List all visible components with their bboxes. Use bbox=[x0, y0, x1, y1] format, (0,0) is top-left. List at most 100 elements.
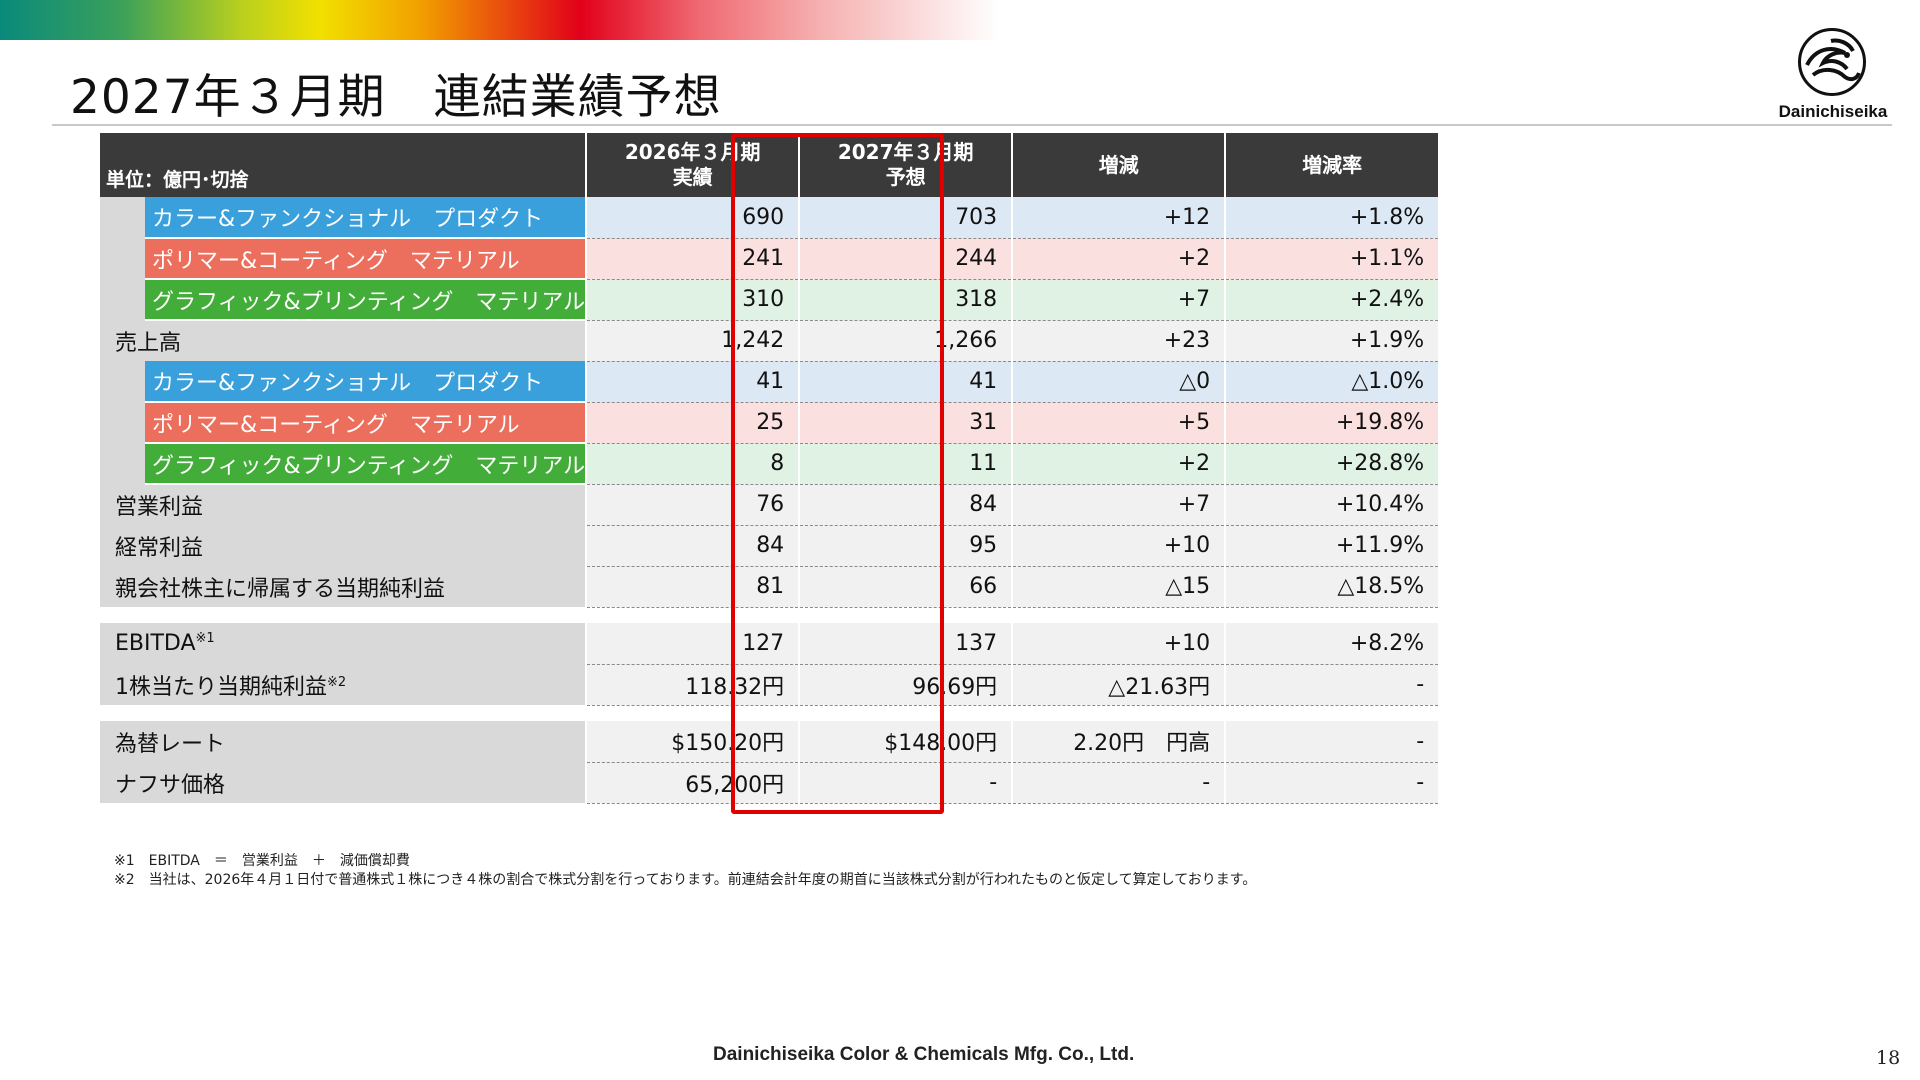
table-cell: 76 bbox=[585, 484, 800, 526]
table-cell: +23 bbox=[1011, 320, 1226, 362]
table-cell: 41 bbox=[585, 361, 800, 403]
table-cell: △0 bbox=[1011, 361, 1226, 403]
row-label-ordinary-profit: 経常利益 bbox=[100, 525, 587, 566]
table-cell: 8 bbox=[585, 443, 800, 485]
table-cell: +28.8% bbox=[1224, 443, 1439, 485]
footer-company-name: Dainichiseika Color & Chemicals Mfg. Co.… bbox=[713, 1044, 1135, 1065]
page-number: 18 bbox=[1876, 1047, 1901, 1069]
table-cell: 84 bbox=[798, 484, 1013, 526]
table-cell: 96.69円 bbox=[798, 664, 1013, 706]
table-row: 1株当たり当期純利益※2 118.32円 96.69円 △21.63円 - bbox=[100, 664, 1439, 706]
table-cell: +7 bbox=[1011, 279, 1226, 321]
table-row: グラフィック&プリンティング マテリアル 310 318 +7 +2.4% bbox=[100, 279, 1439, 321]
table-cell: +2.4% bbox=[1224, 279, 1439, 321]
table-spacer bbox=[100, 607, 1439, 623]
logo-mark-icon bbox=[1798, 28, 1866, 96]
row-label-ebitda: EBITDA※1 bbox=[100, 623, 587, 664]
table-cell: 318 bbox=[798, 279, 1013, 321]
table-row: 売上高 1,242 1,266 +23 +1.9% bbox=[100, 320, 1439, 362]
row-label-net-income: 親会社株主に帰属する当期純利益 bbox=[100, 566, 587, 607]
table-cell: - bbox=[1224, 664, 1439, 706]
table-cell: 241 bbox=[585, 238, 800, 280]
segment-label-graphic-printing: グラフィック&プリンティング マテリアル bbox=[145, 443, 587, 485]
table-cell: +2 bbox=[1011, 238, 1226, 280]
table-cell: △18.5% bbox=[1224, 566, 1439, 608]
row-label-operating-profit: 営業利益 bbox=[100, 484, 587, 525]
table-cell: 137 bbox=[798, 623, 1013, 665]
segment-label-color-functional: カラー&ファンクショナル プロダクト bbox=[145, 361, 587, 403]
table-cell: - bbox=[1011, 762, 1226, 804]
table-cell: +5 bbox=[1011, 402, 1226, 444]
table-cell: 95 bbox=[798, 525, 1013, 567]
segment-label-polymer-coating: ポリマー&コーティング マテリアル bbox=[145, 402, 587, 444]
col-header-2027: 2027年３月期 予想 bbox=[799, 133, 1014, 197]
col-header-change: 増減 bbox=[1012, 133, 1227, 197]
table-row: ポリマー&コーティング マテリアル 241 244 +2 +1.1% bbox=[100, 238, 1439, 280]
footnotes: ※1 EBITDA ＝ 営業利益 ＋ 減価償却費 ※2 当社は、2026年４月１… bbox=[114, 852, 1256, 890]
table-row: 為替レート $150.20円 $148.00円 2.20円 円高 - bbox=[100, 721, 1439, 763]
table-cell: +10.4% bbox=[1224, 484, 1439, 526]
page-title: 2027年３月期 連結業績予想 bbox=[70, 70, 722, 125]
table-cell: △21.63円 bbox=[1011, 664, 1226, 706]
table-cell: $148.00円 bbox=[798, 721, 1013, 763]
table-cell: 2.20円 円高 bbox=[1011, 721, 1226, 763]
company-logo: Dainichiseika bbox=[1768, 28, 1898, 128]
table-cell: 25 bbox=[585, 402, 800, 444]
top-gradient-bar bbox=[0, 0, 1000, 40]
footnote-2: ※2 当社は、2026年４月１日付で普通株式１株につき４株の割合で株式分割を行っ… bbox=[114, 872, 1257, 888]
table-cell: $150.20円 bbox=[585, 721, 800, 763]
table-cell: - bbox=[1224, 762, 1439, 804]
segment-label-color-functional: カラー&ファンクショナル プロダクト bbox=[145, 197, 587, 239]
table-row: ナフサ価格 65,200円 - - - bbox=[100, 762, 1439, 804]
table-cell: 690 bbox=[585, 197, 800, 239]
table-cell: 65,200円 bbox=[585, 762, 800, 804]
table-row: 親会社株主に帰属する当期純利益 81 66 △15 △18.5% bbox=[100, 566, 1439, 608]
table-row: カラー&ファンクショナル プロダクト 690 703 +12 +1.8% bbox=[100, 197, 1439, 320]
table-cell: +8.2% bbox=[1224, 623, 1439, 665]
table-spacer bbox=[100, 705, 1439, 721]
table-cell: +19.8% bbox=[1224, 402, 1439, 444]
table-cell: +12 bbox=[1011, 197, 1226, 239]
table-row: ポリマー&コーティング マテリアル 25 31 +5 +19.8% bbox=[100, 402, 1439, 444]
table-cell: - bbox=[1224, 721, 1439, 763]
segment-label-polymer-coating: ポリマー&コーティング マテリアル bbox=[145, 238, 587, 280]
table-cell: +1.8% bbox=[1224, 197, 1439, 239]
table-row: 経常利益 84 95 +10 +11.9% bbox=[100, 525, 1439, 567]
table-row: カラー&ファンクショナル プロダクト 41 41 △0 △1.0% bbox=[100, 361, 1439, 484]
table-cell: △15 bbox=[1011, 566, 1226, 608]
row-label-naphtha: ナフサ価格 bbox=[100, 762, 587, 803]
footnote-1: ※1 EBITDA ＝ 営業利益 ＋ 減価償却費 bbox=[114, 853, 410, 869]
table-row: 営業利益 76 84 +7 +10.4% bbox=[100, 484, 1439, 526]
table-cell: +1.1% bbox=[1224, 238, 1439, 280]
table-cell: 244 bbox=[798, 238, 1013, 280]
unit-label: 単位：億円･切捨 bbox=[100, 133, 588, 197]
table-cell: +10 bbox=[1011, 525, 1226, 567]
table-cell: 310 bbox=[585, 279, 800, 321]
table-cell: +1.9% bbox=[1224, 320, 1439, 362]
col-header-2026: 2026年３月期 実績 bbox=[586, 133, 801, 197]
table-header-row: 単位：億円･切捨 2026年３月期 実績 2027年３月期 予想 増減 増減率 bbox=[100, 133, 1439, 197]
table-row: グラフィック&プリンティング マテリアル 8 11 +2 +28.8% bbox=[100, 443, 1439, 485]
table-cell: 703 bbox=[798, 197, 1013, 239]
row-label-sales: 売上高 bbox=[100, 320, 587, 361]
table-cell: 81 bbox=[585, 566, 800, 608]
col-header-rate: 増減率 bbox=[1225, 133, 1439, 197]
title-underline bbox=[52, 124, 1892, 126]
logo-text: Dainichiseika bbox=[1778, 102, 1888, 121]
table-cell: +7 bbox=[1011, 484, 1226, 526]
table-cell: 84 bbox=[585, 525, 800, 567]
table-cell: 1,242 bbox=[585, 320, 800, 362]
table-cell: 41 bbox=[798, 361, 1013, 403]
table-cell: 31 bbox=[798, 402, 1013, 444]
table-cell: △1.0% bbox=[1224, 361, 1439, 403]
table-cell: 118.32円 bbox=[585, 664, 800, 706]
table-cell: - bbox=[798, 762, 1013, 804]
table-row: EBITDA※1 127 137 +10 +8.2% bbox=[100, 623, 1439, 665]
table-cell: 127 bbox=[585, 623, 800, 665]
table-cell: 11 bbox=[798, 443, 1013, 485]
earnings-forecast-table: 単位：億円･切捨 2026年３月期 実績 2027年３月期 予想 増減 増減率 カラ… bbox=[100, 133, 1439, 804]
row-label-eps: 1株当たり当期純利益※2 bbox=[100, 664, 587, 705]
segment-label-graphic-printing: グラフィック&プリンティング マテリアル bbox=[145, 279, 587, 321]
table-cell: +2 bbox=[1011, 443, 1226, 485]
table-cell: 66 bbox=[798, 566, 1013, 608]
